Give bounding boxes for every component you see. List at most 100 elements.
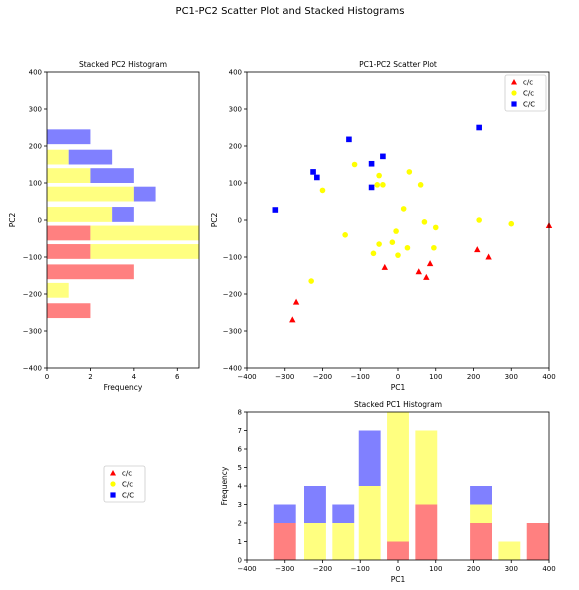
legend-label: C/C — [523, 101, 535, 109]
histogram-bar — [112, 207, 134, 222]
histogram-bar — [47, 207, 113, 222]
histogram-bar — [90, 225, 199, 241]
x-tick-label: 6 — [175, 373, 180, 381]
histogram-bar — [133, 186, 156, 202]
y-axis-label: PC2 — [210, 213, 219, 228]
x-tick-label: 200 — [467, 565, 480, 573]
x-tick-label: −400 — [237, 565, 256, 573]
x-tick-label: 400 — [542, 373, 555, 381]
point-marker — [314, 174, 320, 181]
histogram-bar — [470, 523, 492, 560]
histogram-bar — [47, 264, 134, 280]
x-tick-label: 0 — [396, 565, 400, 573]
x-tick-label: 300 — [505, 373, 518, 381]
histogram-bar — [47, 129, 91, 145]
x-tick-label: −100 — [351, 565, 370, 573]
x-tick-label: 300 — [505, 565, 518, 573]
point-marker — [389, 239, 396, 245]
legend-label: C/C — [122, 492, 134, 500]
legend-marker — [511, 101, 517, 107]
point-marker — [289, 316, 296, 323]
x-tick-label: −200 — [313, 565, 332, 573]
axes-frame — [246, 71, 550, 369]
pc2-histogram-panel: 0 2 4 6 400 300 200 100 0 −100 −200 −300 −400 Stacked… — [8, 60, 200, 392]
y-tick-label: 0 — [238, 557, 242, 565]
y-tick-label: 400 — [229, 69, 242, 77]
y-tick-label: 200 — [229, 143, 242, 151]
histogram-bar — [273, 523, 296, 560]
histogram-bar — [47, 225, 91, 241]
y-tick-label: 300 — [29, 106, 42, 114]
point-marker — [474, 246, 481, 253]
axes-title: Stacked PC2 Histogram — [79, 60, 167, 69]
figure-title: PC1-PC2 Scatter Plot and Stacked Histogr… — [176, 6, 405, 17]
y-tick-label: 0 — [238, 217, 242, 225]
y-tick-label: 100 — [229, 180, 242, 188]
point-marker — [417, 182, 424, 188]
legend-label: C/c — [523, 90, 534, 98]
histogram-bar — [47, 186, 134, 202]
histogram-bar — [47, 282, 69, 298]
y-axis-label: PC2 — [8, 213, 17, 228]
x-axis-label: PC1 — [391, 383, 406, 392]
legend-marker — [511, 79, 517, 85]
point-marker — [376, 172, 382, 179]
y-tick-label: 6 — [238, 446, 243, 454]
point-marker — [342, 232, 348, 238]
legend-label: C/c — [122, 481, 133, 489]
histogram-bar — [332, 504, 355, 523]
histogram-bar — [304, 486, 326, 523]
histogram-bar — [68, 149, 113, 165]
histogram-bar — [387, 412, 409, 542]
histogram-bar — [415, 430, 438, 505]
axes-frame — [46, 71, 200, 369]
histogram-bar — [47, 149, 69, 165]
y-tick-label: 4 — [238, 483, 243, 491]
y-tick-label: 200 — [29, 143, 42, 151]
x-tick-label: 0 — [45, 373, 49, 381]
histogram-bar — [304, 523, 326, 560]
x-tick-label: 200 — [467, 373, 480, 381]
x-tick-label: 0 — [396, 373, 400, 381]
point-marker — [351, 161, 358, 168]
point-marker — [380, 153, 386, 160]
point-marker — [432, 224, 439, 231]
legend-label: c/c — [122, 470, 132, 478]
point-marker — [272, 207, 279, 213]
histogram-bar — [273, 504, 296, 523]
x-axis-label: PC1 — [391, 575, 406, 584]
histogram-bar — [90, 244, 199, 259]
point-marker — [423, 273, 430, 280]
y-tick-label: 8 — [238, 409, 242, 417]
point-marker — [508, 220, 515, 227]
x-tick-label: 100 — [429, 565, 442, 573]
y-tick-label: 0 — [38, 217, 42, 225]
point-marker — [376, 241, 382, 247]
x-tick-label: −100 — [351, 373, 370, 381]
y-tick-label: −100 — [223, 254, 242, 262]
point-marker — [381, 263, 388, 270]
y-tick-label: 400 — [29, 69, 42, 77]
x-tick-label: −200 — [313, 373, 332, 381]
y-tick-label: −400 — [223, 365, 242, 373]
y-tick-label: −200 — [223, 291, 242, 299]
point-marker — [431, 244, 437, 251]
histogram-bar — [470, 486, 492, 505]
legend-marker — [110, 481, 116, 487]
point-marker — [421, 219, 428, 225]
point-marker — [370, 250, 377, 257]
point-marker — [415, 268, 422, 275]
point-marker — [374, 182, 381, 188]
legend-marker — [511, 90, 517, 96]
point-marker — [310, 169, 316, 175]
point-marker — [406, 169, 413, 175]
x-axis-label: Frequency — [104, 383, 143, 392]
point-marker — [404, 244, 411, 251]
histogram-bar — [358, 486, 381, 560]
histogram-bar — [358, 430, 381, 486]
legend-marker — [110, 492, 116, 498]
point-marker — [476, 217, 482, 223]
axes-title: Stacked PC1 Histogram — [354, 400, 442, 409]
histogram-bar — [47, 303, 91, 319]
